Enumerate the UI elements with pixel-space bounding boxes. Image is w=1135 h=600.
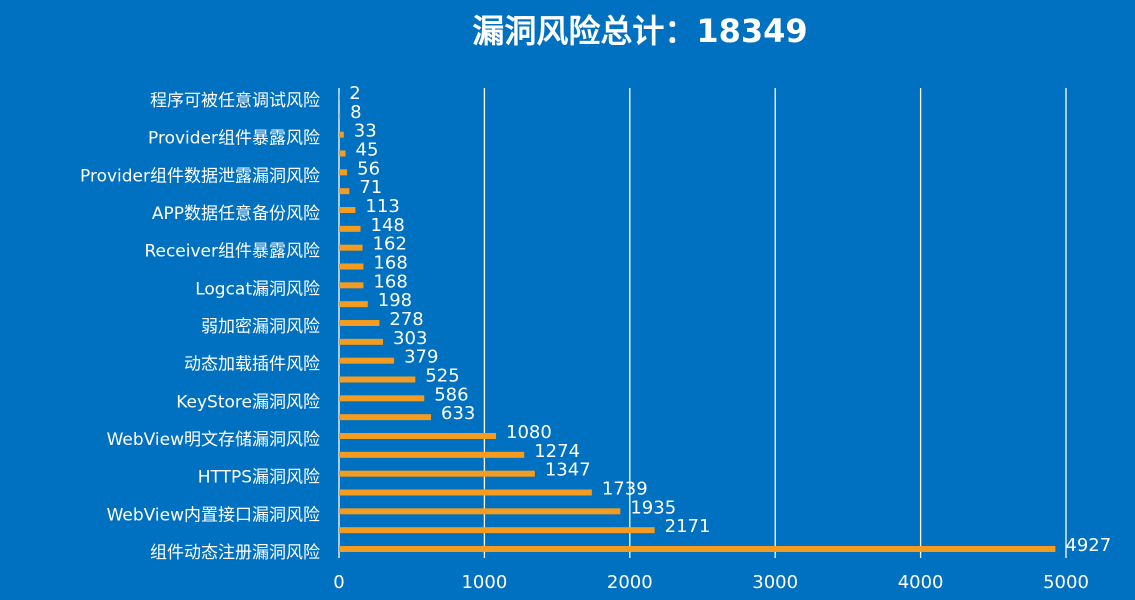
x-tick-label: 0 — [333, 572, 344, 593]
y-tick-label: 程序可被任意调试风险 — [150, 91, 320, 111]
y-tick-label: WebView内置接口漏洞风险 — [107, 505, 320, 525]
y-tick-label: Provider组件暴露风险 — [148, 129, 320, 149]
y-tick-label: 组件动态注册漏洞风险 — [150, 543, 320, 563]
y-tick-label: APP数据任意备份风险 — [152, 204, 320, 224]
x-tick-label: 1000 — [461, 572, 507, 593]
bar — [339, 320, 380, 326]
bar — [339, 470, 535, 477]
bar — [339, 207, 356, 213]
value-label: 1274 — [534, 441, 580, 462]
y-tick-label: Provider组件数据泄露漏洞风险 — [80, 166, 320, 186]
x-tick-label: 3000 — [752, 572, 798, 593]
bar — [339, 150, 346, 157]
bar — [339, 508, 621, 515]
value-label: 633 — [441, 403, 475, 424]
bar — [339, 489, 592, 496]
y-tick-label: Receiver组件暴露风险 — [144, 242, 320, 262]
chart-title: 漏洞风险总计：18349 — [472, 12, 807, 50]
bar — [339, 301, 368, 308]
value-label: 586 — [434, 384, 468, 405]
y-tick-label: 动态加载插件风险 — [184, 355, 320, 375]
value-label: 113 — [365, 196, 399, 217]
bar — [339, 282, 364, 289]
value-label: 525 — [425, 366, 459, 387]
y-tick-label: Logcat漏洞风险 — [195, 279, 320, 299]
value-label: 168 — [373, 253, 407, 274]
bar — [339, 451, 525, 458]
y-tick-label: 弱加密漏洞风险 — [201, 317, 320, 337]
bar — [339, 225, 361, 232]
value-label: 168 — [373, 271, 407, 292]
value-label: 4927 — [1065, 535, 1111, 556]
bar — [339, 112, 341, 119]
value-label: 1347 — [545, 460, 591, 481]
bar — [339, 338, 384, 345]
bar — [339, 433, 497, 439]
value-label: 2171 — [665, 516, 711, 537]
bar — [339, 131, 344, 138]
value-label: 56 — [357, 158, 380, 179]
y-tick-label: HTTPS漏洞风险 — [198, 468, 320, 488]
y-tick-label: KeyStore漏洞风险 — [176, 392, 320, 412]
bar — [339, 546, 1056, 552]
value-label: 8 — [350, 102, 361, 123]
value-label: 162 — [373, 234, 407, 255]
bar — [339, 169, 348, 176]
bar — [339, 263, 364, 270]
value-label: 45 — [356, 140, 379, 161]
value-label: 33 — [354, 121, 377, 142]
bar — [339, 244, 363, 251]
value-label: 379 — [404, 347, 438, 368]
value-label: 148 — [371, 215, 405, 236]
value-label: 278 — [389, 309, 423, 330]
value-label: 1935 — [630, 497, 676, 518]
x-tick-label: 4000 — [898, 572, 944, 593]
y-tick-label: WebView明文存储漏洞风险 — [107, 430, 320, 450]
bar — [339, 357, 395, 364]
bar — [339, 376, 416, 383]
bar — [339, 527, 655, 534]
x-tick-label: 5000 — [1043, 572, 1089, 593]
bar — [339, 395, 425, 402]
value-label: 303 — [393, 328, 427, 349]
bar — [339, 414, 432, 421]
value-label: 71 — [359, 177, 382, 198]
x-tick-label: 2000 — [607, 572, 653, 593]
bar — [339, 188, 350, 195]
value-label: 2 — [349, 83, 360, 104]
value-label: 1080 — [506, 422, 552, 443]
value-label: 1739 — [602, 479, 648, 500]
value-label: 198 — [378, 290, 412, 311]
